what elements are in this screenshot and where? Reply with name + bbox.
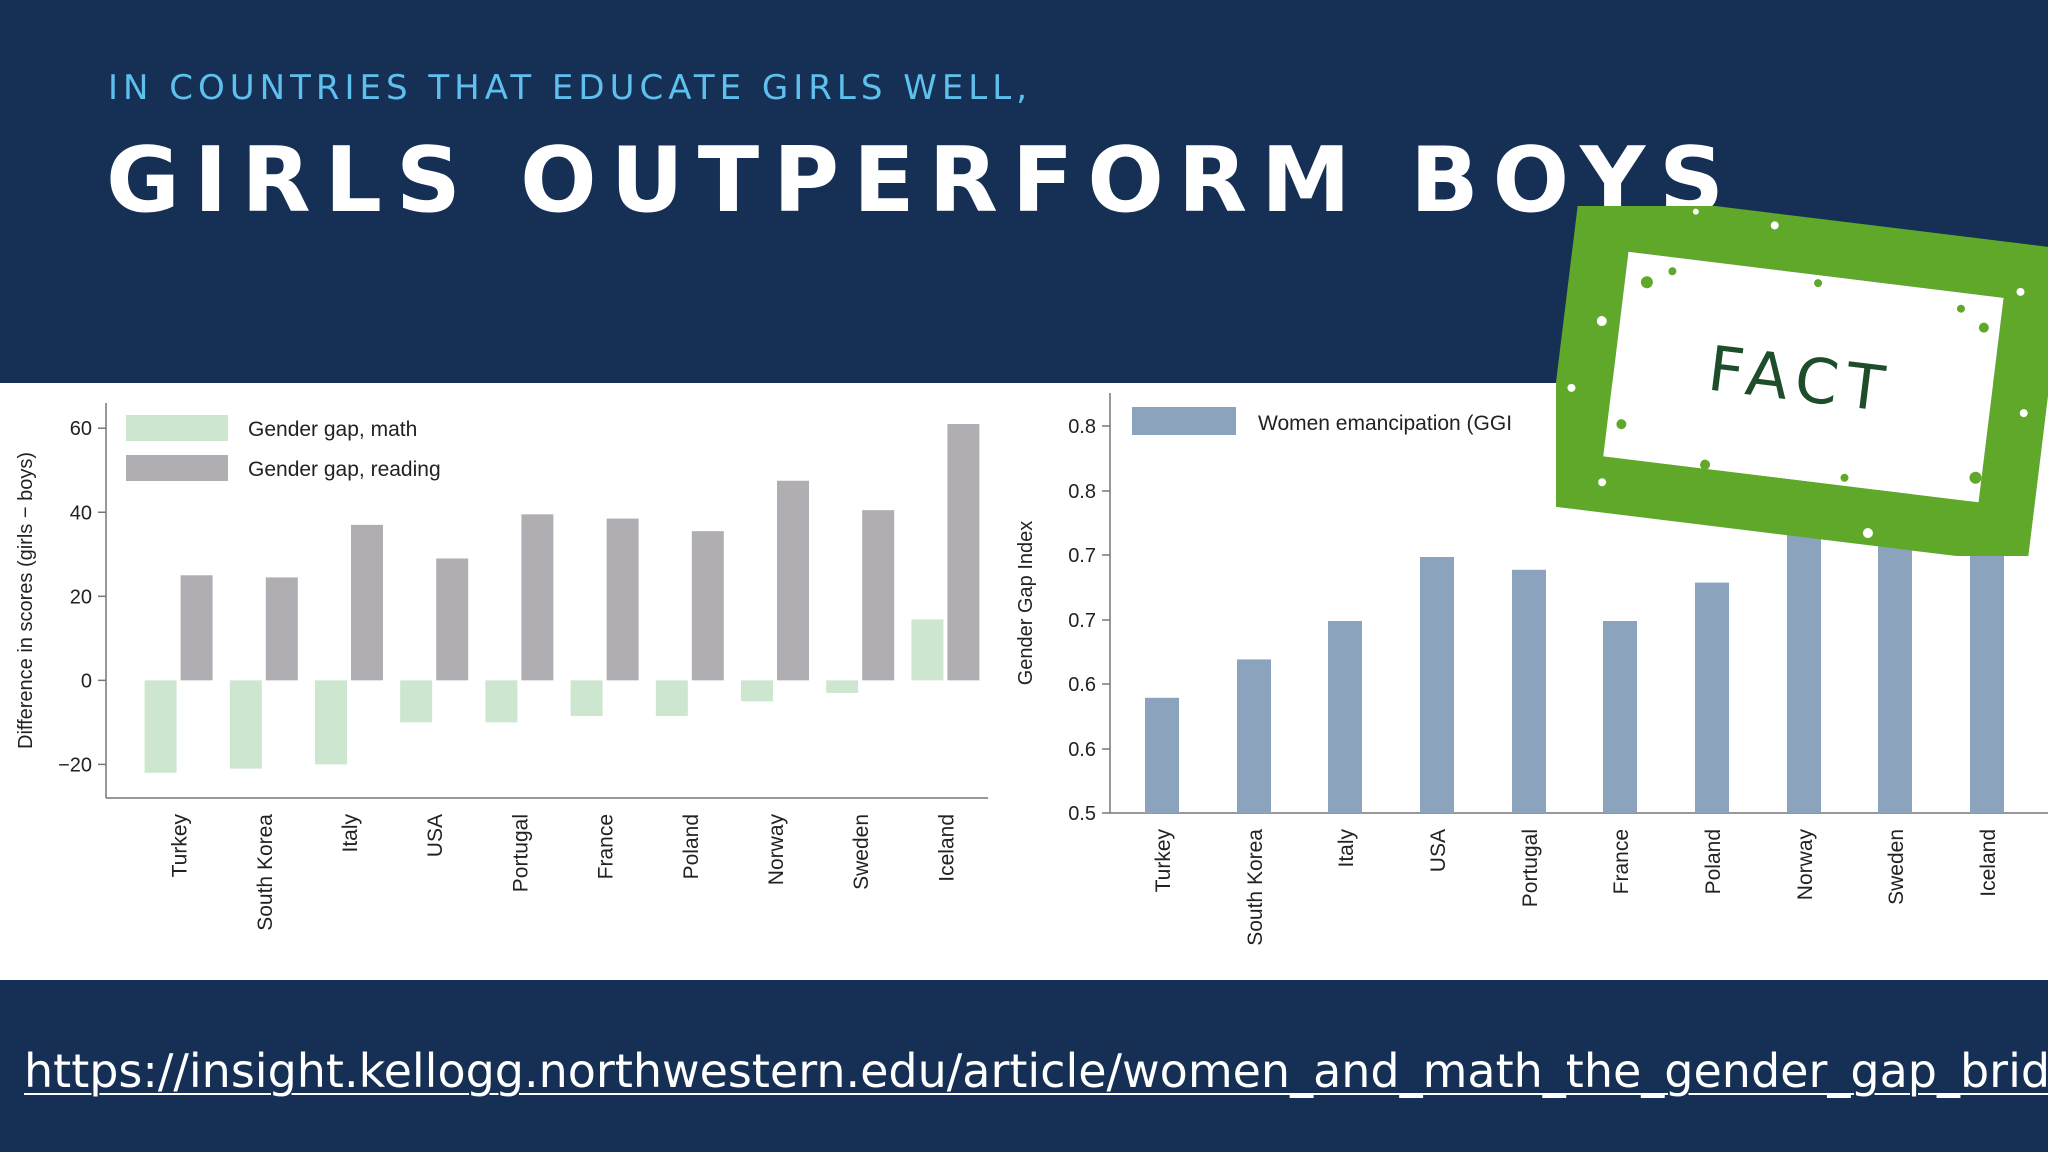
- math-bar: [655, 680, 688, 717]
- charts-svg: 60 40 20 0 −20 Difference in scores (girls − …: [15, 383, 2048, 946]
- right-category-label: Portugal: [1519, 829, 1542, 907]
- right-category-label: South Korea: [1244, 829, 1267, 946]
- ggi-bar: [1695, 582, 1729, 813]
- left-category-label: Norway: [765, 814, 788, 886]
- right-y-tick-label: 0.8: [1068, 416, 1096, 438]
- left-y-tick-label: 60: [70, 418, 92, 440]
- left-category-label: Turkey: [169, 814, 192, 878]
- ggi-bar: [1420, 557, 1454, 813]
- legend-label-math: Gender gap, math: [248, 418, 417, 441]
- reading-bar: [947, 424, 980, 681]
- legend-label-reading: Gender gap, reading: [248, 458, 441, 481]
- gender-gap-chart: 60 40 20 0 −20 Difference in scores (girls − …: [15, 403, 988, 931]
- reading-bar: [351, 524, 383, 681]
- right-y-axis-label: Gender Gap Index: [1015, 521, 1037, 686]
- right-category-label: Norway: [1794, 829, 1817, 901]
- left-category-label: France: [595, 814, 618, 879]
- reading-bar: [436, 558, 469, 681]
- source-link[interactable]: https://insight.kellogg.northwestern.edu…: [24, 1044, 2048, 1098]
- fact-stamp: FACT: [1556, 206, 2048, 556]
- left-category-label: Sweden: [850, 814, 873, 890]
- ggi-bar: [1237, 659, 1271, 813]
- ggi-bar: [1787, 493, 1821, 813]
- left-y-tick-label: 20: [70, 586, 92, 608]
- math-bar: [485, 680, 518, 723]
- right-category-label: Sweden: [1885, 829, 1908, 905]
- reading-bar: [180, 575, 213, 681]
- ggi-bar: [1328, 621, 1362, 813]
- slide-kicker: IN COUNTRIES THAT EDUCATE GIRLS WELL,: [108, 68, 1033, 108]
- ggi-chart: 0.8 0.8 0.7 0.7 0.6 0.6 0.5 Gender Gap Index Tur…: [1015, 383, 2048, 946]
- slide-headline: GIRLS OUTPERFORM BOYS: [106, 128, 1738, 233]
- ggi-bar: [1603, 621, 1637, 813]
- right-category-label: Iceland: [1977, 829, 2000, 897]
- left-y-tick-label: −20: [58, 754, 92, 776]
- right-y-tick-label: 0.8: [1068, 481, 1096, 503]
- stamp-inner: [1603, 251, 2004, 503]
- right-category-label: USA: [1427, 829, 1450, 872]
- math-bar: [400, 680, 433, 723]
- reading-bar: [862, 510, 895, 681]
- right-y-tick-label: 0.6: [1068, 674, 1096, 696]
- left-y-tick-label: 40: [70, 502, 92, 524]
- math-bar: [826, 680, 859, 693]
- left-category-label: Italy: [339, 814, 362, 853]
- reading-bar: [606, 518, 639, 681]
- legend-swatch-math: [126, 415, 228, 441]
- left-category-label: Iceland: [935, 814, 958, 882]
- right-y-tick-label: 0.7: [1068, 610, 1096, 632]
- left-category-label: South Korea: [254, 814, 277, 931]
- legend-swatch-ggi: [1132, 407, 1236, 435]
- ggi-bar: [1512, 569, 1546, 813]
- math-bar: [229, 680, 262, 769]
- reading-bar: [265, 577, 298, 681]
- stamp-frame: [1556, 206, 2048, 556]
- left-y-tick-label: 0: [81, 670, 92, 692]
- right-category-label: Poland: [1702, 829, 1725, 894]
- reading-bar: [521, 514, 554, 681]
- math-bar: [315, 680, 347, 765]
- left-category-label: Portugal: [509, 814, 532, 892]
- left-category-label: USA: [424, 814, 447, 857]
- math-bar: [741, 680, 773, 702]
- left-category-label: Poland: [680, 814, 703, 879]
- legend-label-ggi: Women emancipation (GGI: [1258, 412, 1512, 435]
- right-y-tick-label: 0.7: [1068, 545, 1096, 567]
- math-bar: [144, 680, 177, 773]
- math-bar: [570, 680, 603, 717]
- reading-bar: [777, 480, 809, 681]
- right-category-label: France: [1610, 829, 1633, 894]
- right-y-tick-label: 0.6: [1068, 739, 1096, 761]
- ggi-bar: [1145, 697, 1179, 813]
- right-category-label: Turkey: [1152, 829, 1175, 893]
- reading-bar: [691, 531, 724, 681]
- left-y-axis-label: Difference in scores (girls − boys): [15, 452, 37, 749]
- math-bar: [911, 619, 944, 681]
- right-category-label: Italy: [1335, 829, 1358, 868]
- right-y-tick-label: 0.5: [1068, 803, 1096, 825]
- legend-swatch-reading: [126, 455, 228, 481]
